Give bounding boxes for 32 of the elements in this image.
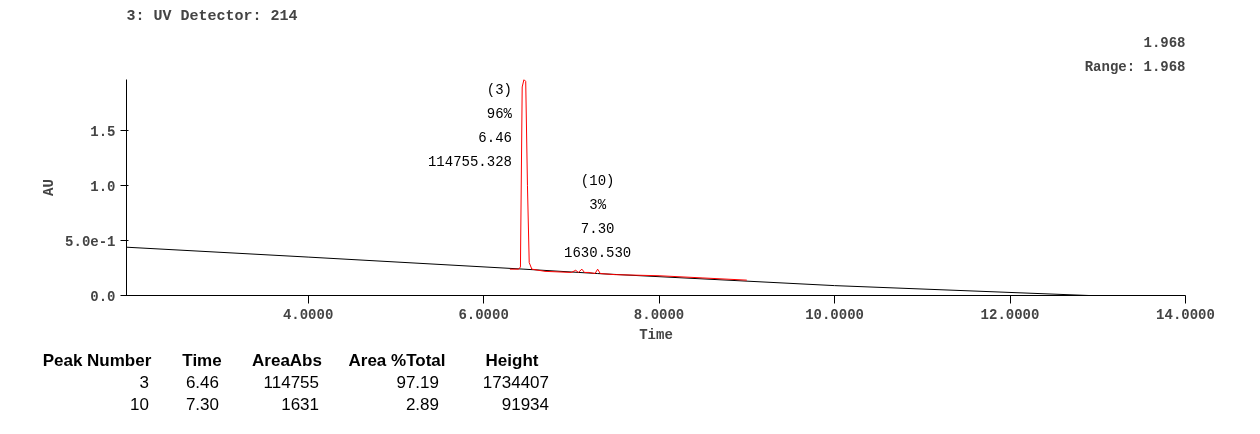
- x-tick-label: 4.0000: [282, 306, 334, 323]
- y-tick-label: 5.0e-1: [65, 233, 116, 250]
- x-tick-label: 14.0000: [1156, 306, 1215, 323]
- text: 1631: [280, 394, 320, 416]
- x-tick-label: 10.0000: [805, 306, 864, 323]
- y-tick-label: 1.0: [90, 178, 116, 195]
- text: 10: [129, 394, 150, 416]
- text: 1.968: [1143, 34, 1186, 51]
- text: Range: 1.968: [1084, 58, 1186, 75]
- annotation: (10) 3% 7.30 1630.530: [564, 173, 632, 262]
- text: 114755: [262, 372, 320, 394]
- annotation: (3) 96% 6.46 114755.328: [427, 81, 513, 170]
- text: 7.30: [184, 394, 220, 416]
- text: 6.46: [184, 372, 220, 394]
- y-tick-label: 0.0: [90, 288, 116, 305]
- y-axis-title: AU: [41, 179, 58, 196]
- text: 97.19: [395, 372, 440, 394]
- text: Time: [181, 350, 223, 372]
- text: AreaAbs: [251, 350, 323, 372]
- chart-title: 3: UV Detector: 214: [126, 7, 298, 25]
- text: 2.89: [404, 394, 440, 416]
- text: Height: [484, 350, 540, 372]
- text: 3: [138, 372, 150, 394]
- x-tick-label: 6.0000: [458, 306, 509, 323]
- text: 1734407: [481, 372, 550, 394]
- text: 91934: [500, 394, 550, 416]
- text: Area %Total: [347, 350, 447, 372]
- y-tick-label: 1.5: [90, 123, 116, 140]
- x-axis-title: Time: [639, 326, 673, 343]
- text: Peak Number: [41, 350, 153, 372]
- x-tick-label: 12.0000: [980, 306, 1040, 323]
- x-tick-label: 8.0000: [633, 306, 685, 323]
